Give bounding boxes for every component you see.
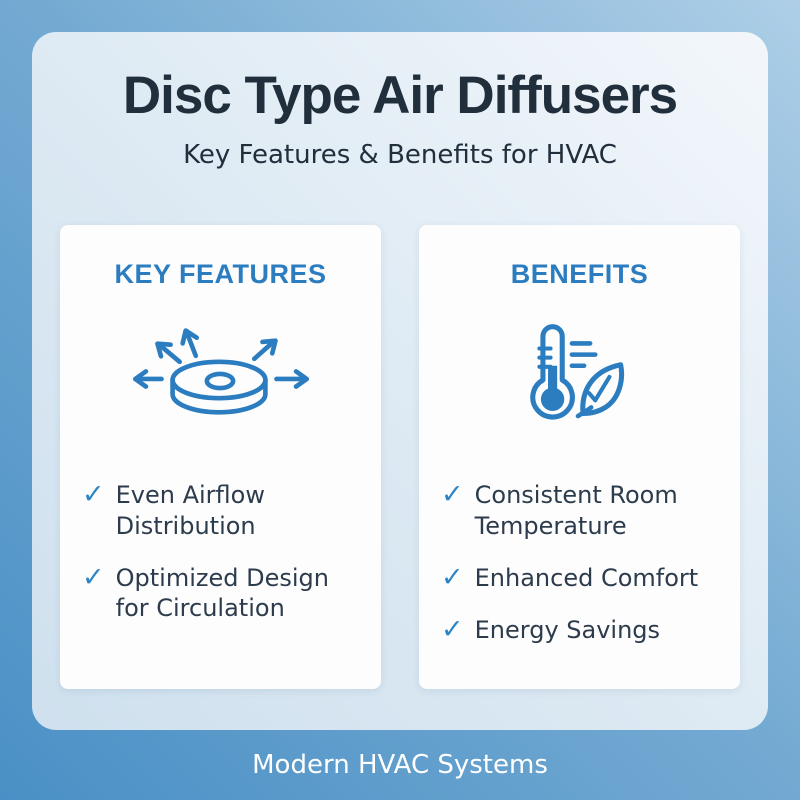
list-item-label: Optimized Design for Circulation — [115, 563, 329, 623]
check-icon: ✓ — [82, 479, 105, 511]
list-item: ✓ Optimized Design for Circulation — [82, 563, 359, 623]
check-icon: ✓ — [441, 479, 464, 511]
thermometer-leaf-icon — [514, 308, 646, 454]
list-item-label: Consistent Room Temperature — [474, 481, 678, 540]
check-icon: ✓ — [441, 614, 464, 646]
list-item: ✓ Energy Savings — [441, 615, 718, 645]
list-item-label: Even Airflow Distribution — [115, 481, 265, 540]
list-item-label: Energy Savings — [474, 616, 661, 645]
cards-row: KEY FEATURES ✓ — [60, 225, 740, 690]
list-item: ✓ Consistent Room Temperature — [441, 480, 718, 540]
disc-diffuser-airflow-icon — [105, 308, 337, 454]
page-title: Disc Type Air Diffusers — [122, 66, 678, 125]
page-subtitle: Key Features & Benefits for HVAC — [183, 140, 617, 171]
benefits-header: BENEFITS — [510, 259, 649, 290]
list-item: ✓ Enhanced Comfort — [441, 563, 718, 593]
check-icon: ✓ — [441, 561, 464, 593]
benefits-card: BENEFITS ✓ — [419, 225, 740, 690]
check-icon: ✓ — [82, 561, 105, 593]
key-features-card: KEY FEATURES ✓ — [60, 225, 381, 690]
list-item-label: Enhanced Comfort — [474, 563, 699, 592]
key-features-header: KEY FEATURES — [114, 259, 327, 290]
list-item: ✓ Even Airflow Distribution — [82, 480, 359, 540]
benefits-list: ✓ Consistent Room Temperature ✓ Enhanced… — [441, 480, 718, 667]
infographic-panel: Disc Type Air Diffusers Key Features & B… — [32, 32, 768, 730]
key-features-list: ✓ Even Airflow Distribution ✓ Optimized … — [82, 480, 359, 645]
footer-brand: Modern HVAC Systems — [252, 750, 548, 780]
